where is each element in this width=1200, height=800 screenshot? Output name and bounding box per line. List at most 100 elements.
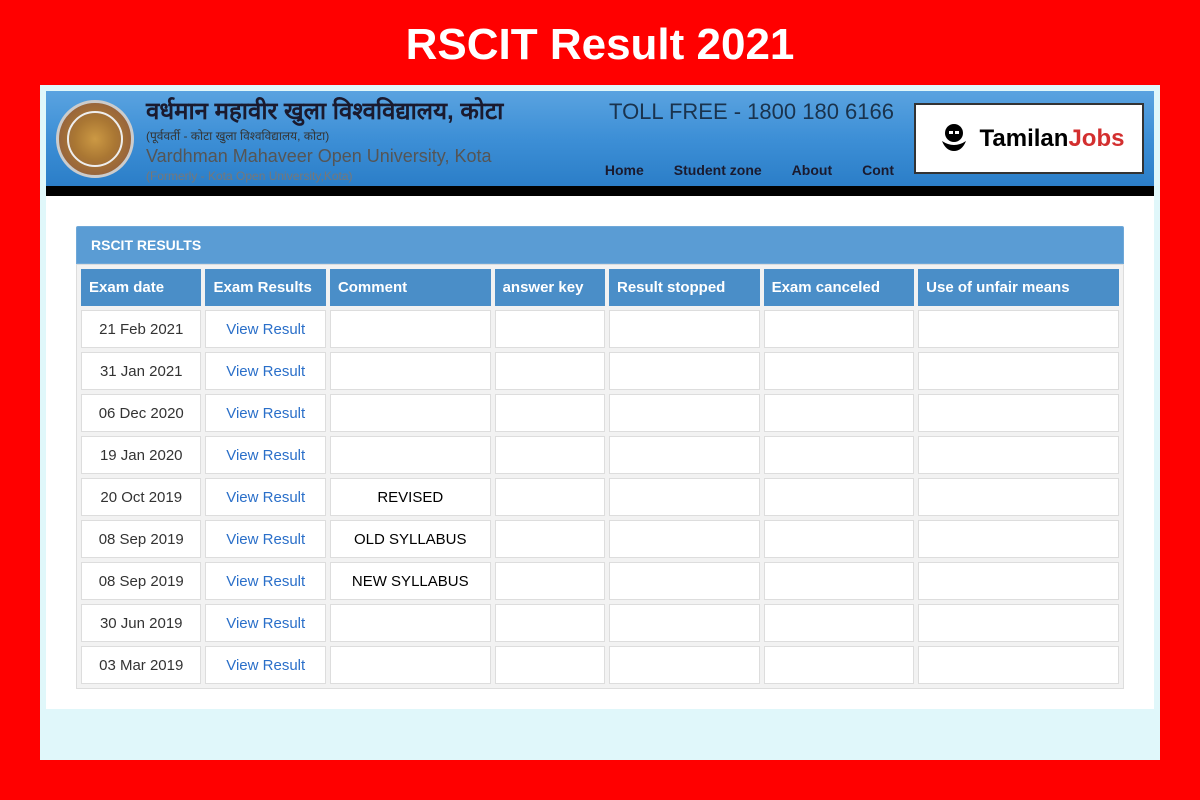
table-row: 06 Dec 2020 View Result — [81, 394, 1119, 432]
cell-empty — [495, 436, 605, 474]
cell-view-result: View Result — [205, 604, 325, 642]
th-exam-date: Exam date — [81, 269, 201, 306]
cell-empty — [918, 646, 1119, 684]
table-row: 30 Jun 2019 View Result — [81, 604, 1119, 642]
page-container: RSCIT Result 2021 वर्धमान महावीर खुला वि… — [0, 0, 1200, 800]
university-sub-hindi: (पूर्ववर्ती - कोटा खुला विश्वविद्यालय, क… — [146, 127, 503, 144]
cell-empty — [609, 394, 760, 432]
table-row: 21 Feb 2021View Result — [81, 310, 1119, 348]
cell-empty — [918, 478, 1119, 516]
cell-empty — [918, 310, 1119, 348]
cell-empty — [495, 604, 605, 642]
page-title: RSCIT Result 2021 — [0, 20, 1200, 70]
view-result-link[interactable]: View Result — [226, 657, 305, 674]
table-row: 03 Mar 2019 View Result — [81, 646, 1119, 684]
view-result-link[interactable]: View Result — [226, 447, 305, 464]
toll-free-label: TOLL FREE - 1800 180 6166 — [609, 99, 894, 125]
th-answer-key: answer key — [495, 269, 605, 306]
results-panel: RSCIT RESULTS Exam date Exam Results Com… — [46, 196, 1154, 709]
header-divider — [46, 186, 1154, 196]
th-exam-canceled: Exam canceled — [764, 269, 915, 306]
cell-view-result: View Result — [205, 478, 325, 516]
cell-empty — [495, 520, 605, 558]
cell-exam-date: 08 Sep 2019 — [81, 562, 201, 600]
university-text-block: वर्धमान महावीर खुला विश्वविद्यालय, कोटा … — [146, 94, 503, 183]
cell-empty — [495, 562, 605, 600]
view-result-link[interactable]: View Result — [226, 321, 305, 338]
nav-student-zone[interactable]: Student zone — [674, 162, 762, 178]
cell-view-result: View Result — [205, 436, 325, 474]
cell-comment: NEW SYLLABUS — [330, 562, 491, 600]
cell-view-result: View Result — [205, 352, 325, 390]
cell-exam-date: 20 Oct 2019 — [81, 478, 201, 516]
view-result-link[interactable]: View Result — [226, 615, 305, 632]
view-result-link[interactable]: View Result — [226, 573, 305, 590]
results-table: Exam date Exam Results Comment answer ke… — [76, 264, 1124, 689]
th-exam-results: Exam Results — [205, 269, 325, 306]
content-wrapper: वर्धमान महावीर खुला विश्वविद्यालय, कोटा … — [40, 85, 1160, 760]
view-result-link[interactable]: View Result — [226, 363, 305, 380]
table-row: 19 Jan 2020 View Result — [81, 436, 1119, 474]
cell-empty — [764, 646, 915, 684]
cell-comment — [330, 436, 491, 474]
table-body: 21 Feb 2021View Result 31 Jan 2021 View Re… — [81, 310, 1119, 684]
cell-empty — [918, 436, 1119, 474]
table-row: 08 Sep 2019View ResultOLD SYLLABUS — [81, 520, 1119, 558]
brand-text-1: Tamilan — [980, 125, 1069, 153]
site-header: वर्धमान महावीर खुला विश्वविद्यालय, कोटा … — [46, 91, 1154, 186]
cell-empty — [609, 436, 760, 474]
cell-empty — [609, 604, 760, 642]
cell-empty — [764, 478, 915, 516]
cell-empty — [495, 646, 605, 684]
page-title-bar: RSCIT Result 2021 — [0, 0, 1200, 85]
cell-empty — [764, 562, 915, 600]
cell-empty — [495, 478, 605, 516]
cell-comment — [330, 646, 491, 684]
cell-view-result: View Result — [205, 520, 325, 558]
cell-view-result: View Result — [205, 646, 325, 684]
cell-empty — [918, 394, 1119, 432]
view-result-link[interactable]: View Result — [226, 489, 305, 506]
cell-empty — [764, 520, 915, 558]
cell-comment — [330, 310, 491, 348]
cell-empty — [764, 352, 915, 390]
cell-exam-date: 06 Dec 2020 — [81, 394, 201, 432]
cell-comment: OLD SYLLABUS — [330, 520, 491, 558]
nav-bar: Home Student zone About Cont — [605, 162, 894, 178]
cell-view-result: View Result — [205, 562, 325, 600]
cell-view-result: View Result — [205, 394, 325, 432]
cell-exam-date: 31 Jan 2021 — [81, 352, 201, 390]
view-result-link[interactable]: View Result — [226, 405, 305, 422]
table-header-row: Exam date Exam Results Comment answer ke… — [81, 269, 1119, 306]
cell-exam-date: 19 Jan 2020 — [81, 436, 201, 474]
th-comment: Comment — [330, 269, 491, 306]
brand-face-icon — [934, 119, 974, 159]
view-result-link[interactable]: View Result — [226, 531, 305, 548]
cell-empty — [764, 394, 915, 432]
nav-home[interactable]: Home — [605, 162, 644, 178]
panel-title: RSCIT RESULTS — [76, 226, 1124, 264]
cell-comment: REVISED — [330, 478, 491, 516]
cell-empty — [918, 604, 1119, 642]
university-name-english: Vardhman Mahaveer Open University, Kota — [146, 146, 503, 167]
university-name-hindi: वर्धमान महावीर खुला विश्वविद्यालय, कोटा — [146, 94, 503, 127]
cell-empty — [609, 520, 760, 558]
cell-comment — [330, 604, 491, 642]
cell-empty — [609, 310, 760, 348]
table-row: 31 Jan 2021 View Result — [81, 352, 1119, 390]
cell-view-result: View Result — [205, 310, 325, 348]
cell-empty — [918, 562, 1119, 600]
th-result-stopped: Result stopped — [609, 269, 760, 306]
cell-comment — [330, 394, 491, 432]
brand-text-2: Jobs — [1068, 125, 1124, 153]
cell-empty — [918, 520, 1119, 558]
table-row: 20 Oct 2019 View Result REVISED — [81, 478, 1119, 516]
nav-contact[interactable]: Cont — [862, 162, 894, 178]
cell-empty — [495, 352, 605, 390]
cell-exam-date: 30 Jun 2019 — [81, 604, 201, 642]
th-unfair-means: Use of unfair means — [918, 269, 1119, 306]
nav-about[interactable]: About — [792, 162, 832, 178]
cell-empty — [764, 436, 915, 474]
university-formerly: (Formerly - Kota Open University,Kota) — [146, 169, 503, 183]
cell-exam-date: 03 Mar 2019 — [81, 646, 201, 684]
